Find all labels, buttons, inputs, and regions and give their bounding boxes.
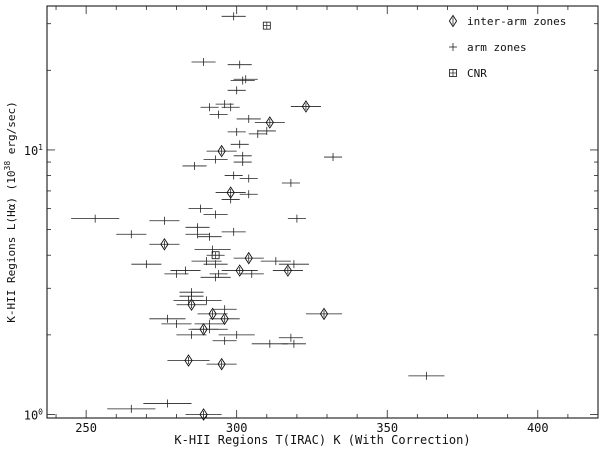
y-tick-label: 100 — [24, 408, 43, 423]
diamond-marker — [244, 251, 253, 265]
legend-label: inter-arm zones — [467, 15, 566, 28]
data-point — [265, 116, 274, 129]
plot-frame — [46, 5, 599, 419]
diamond-marker — [217, 144, 226, 158]
diamond-marker — [220, 312, 229, 326]
data-point — [217, 357, 226, 371]
data-point — [319, 307, 329, 321]
y-axis-label-main: K-HII Regions L(Hα) (10 — [5, 170, 18, 322]
data-point — [211, 251, 220, 260]
diamond-marker — [448, 14, 458, 28]
diamond-marker — [160, 237, 169, 251]
diamond-marker — [184, 354, 193, 367]
x-axis-label: K-HII Regions T(IRAC) K (With Correction… — [174, 433, 470, 447]
y-axis-label: K-HII Regions L(Hα) (1038 erg/sec) — [3, 101, 18, 323]
data-point — [184, 354, 193, 367]
diamond-marker — [187, 298, 196, 312]
series-arm-zones — [71, 12, 445, 413]
y-tick-label: 101 — [24, 143, 43, 158]
data-point — [199, 408, 208, 421]
data-point — [208, 307, 217, 321]
series-cnr — [206, 21, 271, 260]
y-axis-label-unit: erg/sec) — [5, 101, 18, 161]
diamond-marker — [301, 100, 311, 113]
data-point — [217, 144, 226, 158]
data-point — [235, 264, 244, 277]
legend-item: arm zones — [449, 41, 527, 54]
legend-item: CNR — [449, 67, 487, 80]
data-point — [301, 100, 311, 113]
data-marks — [71, 12, 445, 421]
data-point — [160, 237, 169, 251]
legend-marker — [449, 69, 457, 77]
axis-ticks: 250 300 350 400 100 101 — [24, 6, 599, 435]
y-axis-label-exponent: 38 — [3, 161, 12, 171]
data-point — [244, 251, 253, 265]
legend: inter-arm zones arm zones CNR — [448, 14, 566, 80]
diamond-marker — [319, 307, 329, 321]
diamond-marker — [265, 116, 274, 129]
diamond-marker — [283, 264, 293, 277]
diamond-marker — [208, 307, 217, 321]
x-tick-label: 350 — [376, 421, 398, 435]
x-tick-label: 300 — [226, 421, 248, 435]
legend-item: inter-arm zones — [448, 14, 566, 28]
diamond-marker — [235, 264, 244, 277]
x-tick-label: 400 — [527, 421, 549, 435]
legend-label: arm zones — [467, 41, 527, 54]
series-inter-arm-zones — [149, 100, 343, 421]
legend-label: CNR — [467, 67, 487, 80]
x-tick-label: 250 — [75, 421, 97, 435]
diamond-marker — [217, 357, 226, 371]
legend-marker — [448, 14, 458, 28]
diamond-marker — [199, 408, 208, 421]
data-point — [220, 312, 229, 326]
data-point — [283, 264, 293, 277]
data-point — [187, 298, 196, 312]
data-point — [262, 21, 271, 30]
